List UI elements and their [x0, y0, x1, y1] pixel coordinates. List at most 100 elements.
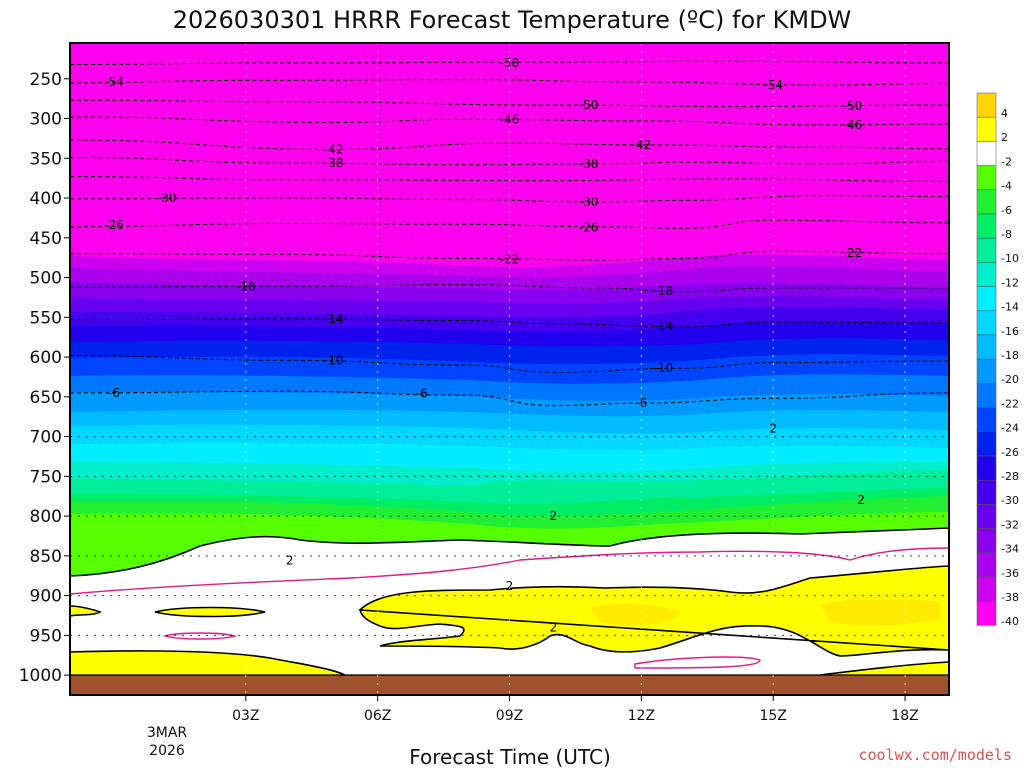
- colorbar-swatch: [976, 407, 997, 433]
- colorbar-swatch: [976, 455, 997, 481]
- y-tick-label: 550: [30, 308, 62, 328]
- colorbar-label: -32: [1001, 518, 1019, 531]
- contour-label: -46: [500, 112, 520, 126]
- contour-label: -42: [324, 143, 344, 157]
- x-axis-label: Forecast Time (UTC): [409, 745, 611, 768]
- colorbar-label: -10: [1001, 252, 1019, 265]
- colorbar-label: -26: [1001, 446, 1019, 459]
- isotherm-minus-42: [70, 139, 949, 151]
- contour-label: -38: [579, 157, 599, 171]
- contour-label: -18: [654, 284, 674, 298]
- y-tick-label: 750: [30, 467, 62, 487]
- y-tick-label: 1000: [19, 666, 62, 686]
- zero-degree-contour: [70, 547, 949, 595]
- isotherm-minus-58: [70, 60, 949, 65]
- colorbar-label: -20: [1001, 373, 1019, 386]
- isotherm-minus-6: [70, 390, 949, 407]
- contour-label: 2: [857, 493, 865, 507]
- credit-text: coolwx.com/models: [858, 746, 1012, 764]
- isotherm-minus-30: [70, 195, 949, 203]
- colorbar-swatch: [976, 383, 997, 408]
- x-tick-label: 18Z: [891, 708, 918, 724]
- colorbar-swatch: [976, 576, 997, 602]
- colorbar-label: -8: [1001, 228, 1012, 241]
- y-tick-label: 900: [30, 587, 62, 607]
- y-tick-label: 350: [30, 149, 62, 169]
- isotherm-minus-26: [70, 219, 949, 229]
- contour-label: 2: [550, 509, 558, 523]
- colorbar-label: -40: [1001, 615, 1019, 628]
- colorbar-swatch: [976, 552, 997, 578]
- contour-label: -50: [843, 99, 863, 113]
- colorbar-label: -14: [1001, 301, 1019, 314]
- colorbar-label: -30: [1001, 494, 1019, 507]
- contour-label: 2: [769, 422, 777, 436]
- colorbar-swatch: [976, 600, 997, 626]
- y-tick-label: 500: [30, 269, 62, 289]
- colorbar-label: -16: [1001, 325, 1019, 338]
- contour-label: -54: [104, 75, 124, 89]
- colorbar-swatch: [976, 189, 997, 215]
- contour-label: -46: [843, 118, 863, 132]
- colorbar: 4 2 -2 -4 -6 -8 -10 -12 -14 -16 -18 -20 -22 -24 -26 -28…: [976, 92, 1019, 628]
- contour-label: -6: [108, 386, 120, 400]
- freezing-contour: [70, 527, 949, 577]
- colorbar-label: -6: [1001, 204, 1012, 217]
- contour-label: -30: [579, 195, 599, 209]
- y-tick-label: 650: [30, 388, 62, 408]
- band-warmer-core: [590, 598, 940, 626]
- isotherm-minus-50: [70, 99, 949, 108]
- contour-label: -42: [632, 138, 652, 152]
- colorbar-swatch: [976, 334, 997, 360]
- colorbar-swatch: [976, 165, 997, 191]
- x-tick-label: 09Z: [496, 708, 523, 724]
- colorbar-label: -28: [1001, 470, 1019, 483]
- colorbar-swatch: [976, 92, 997, 118]
- date-label-day: 3MAR: [147, 725, 188, 741]
- contour-label: -26: [104, 218, 124, 232]
- contour-label: -10: [654, 361, 674, 375]
- contour-label: -50: [579, 98, 599, 112]
- colorbar-label: -34: [1001, 543, 1019, 556]
- contour-label: -26: [579, 220, 599, 234]
- y-tick-label: 400: [30, 189, 62, 209]
- colorbar-swatch: [976, 358, 997, 384]
- isotherm-minus-54: [70, 79, 949, 86]
- contour-label: -6: [416, 387, 428, 401]
- x-tick-label: 12Z: [628, 708, 655, 724]
- colorbar-swatch: [976, 286, 997, 312]
- x-tick-label: 15Z: [759, 708, 786, 724]
- contour-label: -38: [324, 156, 344, 170]
- colorbar-swatch: [976, 431, 997, 457]
- colorbar-label: -12: [1001, 276, 1019, 289]
- colorbar-label: -38: [1001, 591, 1019, 604]
- colorbar-swatch: [976, 528, 997, 554]
- contour-label: 2: [286, 554, 294, 568]
- y-tick-label: 950: [30, 626, 62, 646]
- contour-label: -30: [157, 191, 177, 205]
- colorbar-label: 4: [1001, 107, 1008, 120]
- contour-label: -58: [500, 56, 520, 70]
- band-warm-pocket-west: [70, 606, 265, 617]
- contour-label: -6: [635, 396, 647, 410]
- isotherm-minus-14: [70, 318, 949, 328]
- contour-label: -22: [500, 252, 520, 266]
- colorbar-label: -36: [1001, 567, 1019, 580]
- colorbar-label: -22: [1001, 397, 1019, 410]
- y-tick-label: 850: [30, 547, 62, 567]
- date-label-year: 2026: [149, 743, 185, 759]
- y-tick-label: 800: [30, 507, 62, 527]
- isotherm-minus-22: [70, 250, 949, 261]
- colorbar-label: -4: [1001, 180, 1012, 193]
- contour-label: 2: [550, 620, 558, 634]
- contour-label: -22: [843, 246, 863, 260]
- colorbar-label: 2: [1001, 131, 1008, 144]
- isotherm-minus-46: [70, 116, 949, 126]
- y-tick-label: 250: [30, 70, 62, 90]
- isotherm-minus-10: [70, 355, 949, 373]
- colorbar-swatch: [976, 213, 997, 239]
- warm-contour-upper: [358, 565, 949, 657]
- contour-label: 2: [506, 579, 514, 593]
- colorbar-label: -2: [1001, 155, 1012, 168]
